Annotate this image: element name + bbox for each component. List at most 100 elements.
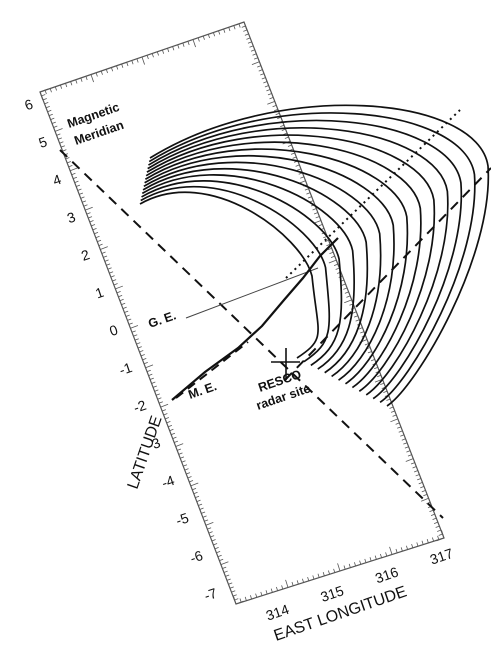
longitude-tick: [354, 562, 356, 567]
latitude-tick: [219, 558, 224, 562]
latitude-tick: [39, 88, 48, 93]
top-tick: [111, 67, 114, 72]
latitude-tick: [175, 443, 184, 447]
latitude-tick: [178, 452, 183, 455]
right-tick: [390, 410, 395, 413]
latitude-tick: [66, 161, 72, 164]
latitude-tick: [143, 361, 148, 365]
right-tick: [367, 351, 372, 354]
latitude-tick-label: 6: [22, 96, 35, 114]
right-tick: [312, 208, 317, 211]
right-tick: [329, 251, 334, 255]
longitude-tick: [385, 552, 388, 557]
longitude-tick: [437, 535, 440, 540]
longitude-tick: [426, 539, 429, 544]
top-tick: [151, 53, 154, 58]
longitude-tick: [395, 548, 398, 553]
latitude-tick: [136, 342, 141, 345]
right-tick: [403, 442, 408, 445]
latitude-tick: [71, 172, 76, 176]
right-tick: [300, 176, 305, 179]
right-tick: [277, 116, 282, 120]
longitude-tick: [285, 579, 289, 588]
right-tick: [370, 359, 375, 362]
latitude-tick-label: 4: [51, 171, 64, 189]
right-tick: [405, 458, 414, 462]
longitude-tick: [276, 586, 278, 591]
latitude-tick: [134, 338, 139, 341]
top-tick: [100, 70, 103, 75]
latitude-tick: [47, 109, 52, 113]
latitude-tick: [100, 246, 108, 250]
latitude-tick: [57, 137, 62, 140]
right-tick: [343, 287, 348, 290]
latitude-tick: [229, 586, 234, 589]
geographic-equator-label: G. E.: [146, 308, 177, 331]
latitude-tick: [137, 346, 142, 349]
latitude-tick: [89, 220, 94, 223]
latitude-tick: [223, 570, 228, 573]
right-tick: [315, 216, 320, 219]
right-tick: [313, 212, 318, 215]
top-tick: [197, 37, 200, 42]
latitude-tick: [184, 468, 189, 471]
latitude-tick: [60, 145, 65, 148]
right-tick: [358, 327, 363, 330]
latitude-tick: [192, 487, 197, 491]
latitude-tick: [189, 480, 194, 483]
right-tick: [401, 438, 406, 441]
latitude-tick: [92, 228, 97, 231]
top-tick: [121, 63, 124, 68]
latitude-tick: [124, 310, 129, 313]
longitude-tick: [233, 596, 237, 605]
coverage-contour: [143, 161, 382, 378]
right-tick: [418, 482, 423, 485]
right-tick: [389, 406, 394, 409]
latitude-tick: [122, 306, 127, 309]
right-tick: [250, 49, 255, 52]
latitude-tick: [97, 239, 102, 243]
longitude-tick-label: 314: [264, 601, 291, 624]
longitude-tick: [441, 530, 445, 539]
latitude-tick: [94, 231, 99, 235]
latitude-tick: [45, 105, 50, 109]
coverage-contour: [141, 174, 356, 370]
longitude-tick: [333, 568, 336, 573]
latitude-tick: [109, 271, 114, 274]
coverage-contour: [146, 134, 436, 392]
latitude-tick: [190, 482, 199, 487]
longitude-tick: [364, 558, 367, 563]
latitude-tick: [204, 519, 209, 522]
latitude-tick: [213, 543, 218, 546]
latitude-tick: [216, 550, 221, 554]
longitude-tick: [322, 572, 325, 577]
coverage-contour: [139, 191, 319, 359]
latitude-tick-label: -6: [188, 547, 205, 566]
longitude-tick-labels: 314 315 316 317: [264, 545, 455, 624]
top-tick: [223, 28, 226, 33]
right-tick: [352, 311, 357, 314]
longitude-tick: [255, 593, 258, 598]
right-tick: [397, 426, 402, 429]
right-tick: [398, 430, 403, 433]
right-tick: [241, 25, 246, 28]
right-tick: [417, 478, 422, 481]
latitude-tick: [202, 515, 207, 518]
latitude-tick: [151, 381, 156, 384]
latitude-tick: [152, 385, 157, 388]
latitude-tick: [234, 598, 239, 601]
right-tick: [438, 533, 443, 536]
top-tick: [39, 91, 43, 100]
latitude-tick: [201, 511, 206, 514]
right-tick: [392, 414, 397, 417]
right-tick: [269, 97, 274, 100]
top-tick: [54, 86, 57, 91]
right-tick: [421, 489, 426, 493]
right-tick: [432, 517, 437, 520]
right-tick: [246, 37, 251, 40]
right-tick: [410, 462, 415, 465]
latitude-tick: [115, 285, 123, 290]
right-tick: [257, 65, 262, 68]
right-tick: [249, 45, 254, 48]
latitude-tick: [106, 263, 111, 266]
